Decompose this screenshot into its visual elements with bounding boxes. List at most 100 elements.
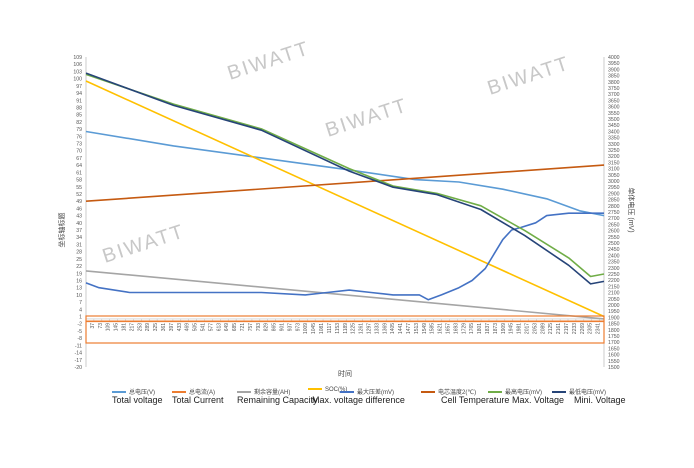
y-right-tick-label: 2850: [608, 198, 620, 204]
y-right-tick-label: 3850: [608, 74, 620, 80]
x-tick-label: 901: [280, 323, 286, 332]
x-tick-label: 289: [145, 323, 151, 332]
y-right-tick-label: 3750: [608, 86, 620, 92]
y-axis-right-title: 单体电压 (mV): [627, 187, 636, 232]
y-axis-left-title: 坐标轴标题: [57, 213, 66, 248]
y-left-tick-label: -20: [75, 365, 83, 371]
watermark-text: BIWATT: [485, 52, 573, 99]
series-line: [85, 72, 605, 285]
y-right-tick-label: 3800: [608, 80, 620, 86]
y-left-tick-label: 70: [76, 149, 82, 155]
watermark-text: BIWATT: [100, 220, 188, 267]
x-tick-label: 1801: [477, 323, 483, 334]
y-left-tick-label: 13: [76, 286, 82, 292]
legend: 总电压(V) Total voltage 总电流(A) Total Curren…: [112, 387, 626, 405]
y-right-tick-label: 3250: [608, 148, 620, 154]
legend-swatch: [552, 391, 566, 394]
y-right-tick-label: 2500: [608, 241, 620, 247]
y-right-tick-label: 2100: [608, 291, 620, 297]
x-tick-label: 469: [185, 323, 191, 332]
x-tick-label: 2089: [540, 323, 546, 334]
x-tick-label: 1909: [501, 323, 507, 334]
x-tick-label: 1009: [303, 323, 309, 334]
y-right-tick-label: 1750: [608, 334, 620, 340]
x-tick-label: 649: [224, 323, 230, 332]
y-left-tick-label: 106: [73, 62, 82, 68]
axes-layer: -20-17-14-11-8-5-21471013161922252831343…: [73, 55, 619, 371]
y-left-tick-label: -5: [77, 329, 82, 335]
y-left-tick-label: 85: [76, 113, 82, 119]
y-left-tick-label: 73: [76, 142, 82, 148]
x-tick-label: 1477: [406, 323, 412, 334]
x-tick-label: 2053: [532, 323, 538, 334]
y-left-tick-label: 25: [76, 257, 82, 263]
legend-swatch: [421, 391, 435, 394]
y-left-tick-label: 10: [76, 293, 82, 299]
y-left-tick-label: -2: [77, 322, 82, 328]
x-tick-label: 1513: [414, 323, 420, 334]
y-right-tick-label: 2350: [608, 260, 620, 266]
legend-swatch: [172, 391, 186, 394]
x-tick-label: 1261: [359, 323, 365, 334]
y-left-tick-label: 88: [76, 105, 82, 111]
x-tick-label: 2161: [556, 323, 562, 334]
y-right-tick-label: 3400: [608, 129, 620, 135]
y-left-tick-label: 52: [76, 192, 82, 198]
series-layer: [85, 72, 605, 323]
x-tick-label: 1333: [374, 323, 380, 334]
y-right-tick-label: 1550: [608, 359, 620, 365]
y-right-tick-label: 2300: [608, 266, 620, 272]
y-left-tick-label: 61: [76, 170, 82, 176]
y-right-tick-label: 4000: [608, 55, 620, 61]
x-tick-label: 937: [287, 323, 293, 332]
y-right-tick-label: 2200: [608, 278, 620, 284]
legend-swatch: [308, 388, 322, 391]
x-tick-label: 433: [177, 323, 183, 332]
y-right-tick-label: 2950: [608, 185, 620, 191]
y-right-tick-label: 1700: [608, 340, 620, 346]
x-tick-label: 253: [137, 323, 143, 332]
y-right-tick-label: 2700: [608, 216, 620, 222]
y-left-tick-label: -14: [75, 351, 83, 357]
x-tick-label: 1297: [366, 323, 372, 334]
watermark-text: BIWATT: [323, 94, 411, 141]
y-right-tick-label: 3000: [608, 179, 620, 185]
y-left-tick-label: 22: [76, 264, 82, 270]
y-right-tick-label: 2450: [608, 247, 620, 253]
x-tick-label: 1765: [469, 323, 475, 334]
y-right-tick-label: 2250: [608, 272, 620, 278]
y-left-tick-label: 94: [76, 91, 82, 97]
x-tick-label: 721: [240, 323, 246, 332]
x-tick-label: 2125: [548, 323, 554, 334]
y-left-tick-label: -17: [75, 358, 83, 364]
y-left-tick-label: -8: [77, 336, 82, 342]
x-tick-label: 1117: [327, 323, 333, 334]
x-tick-label: 685: [232, 323, 238, 332]
y-left-tick-label: 64: [76, 163, 82, 169]
x-tick-label: 1405: [390, 323, 396, 334]
y-left-tick-label: 37: [76, 228, 82, 234]
series-line: [85, 212, 604, 301]
y-right-tick-label: 2400: [608, 253, 620, 259]
x-tick-label: 1837: [485, 323, 491, 334]
y-left-tick-label: 82: [76, 120, 82, 126]
x-tick-label: 37: [90, 323, 96, 329]
y-right-tick-label: 2650: [608, 222, 620, 228]
x-tick-label: 181: [122, 323, 128, 332]
x-tick-label: 73: [98, 323, 104, 329]
y-left-tick-label: 4: [79, 307, 82, 313]
x-tick-label: 2341: [596, 323, 602, 334]
x-tick-label: 865: [272, 323, 278, 332]
y-right-tick-label: 3650: [608, 98, 620, 104]
y-right-tick-label: 3150: [608, 160, 620, 166]
x-tick-label: 109: [106, 323, 112, 332]
x-tick-label: 1081: [319, 323, 325, 334]
y-right-tick-label: 3450: [608, 123, 620, 129]
x-tick-label: 793: [256, 323, 262, 332]
x-tick-label: 2269: [580, 323, 586, 334]
x-tick-label: 1585: [430, 323, 436, 334]
y-left-tick-label: 7: [79, 300, 82, 306]
